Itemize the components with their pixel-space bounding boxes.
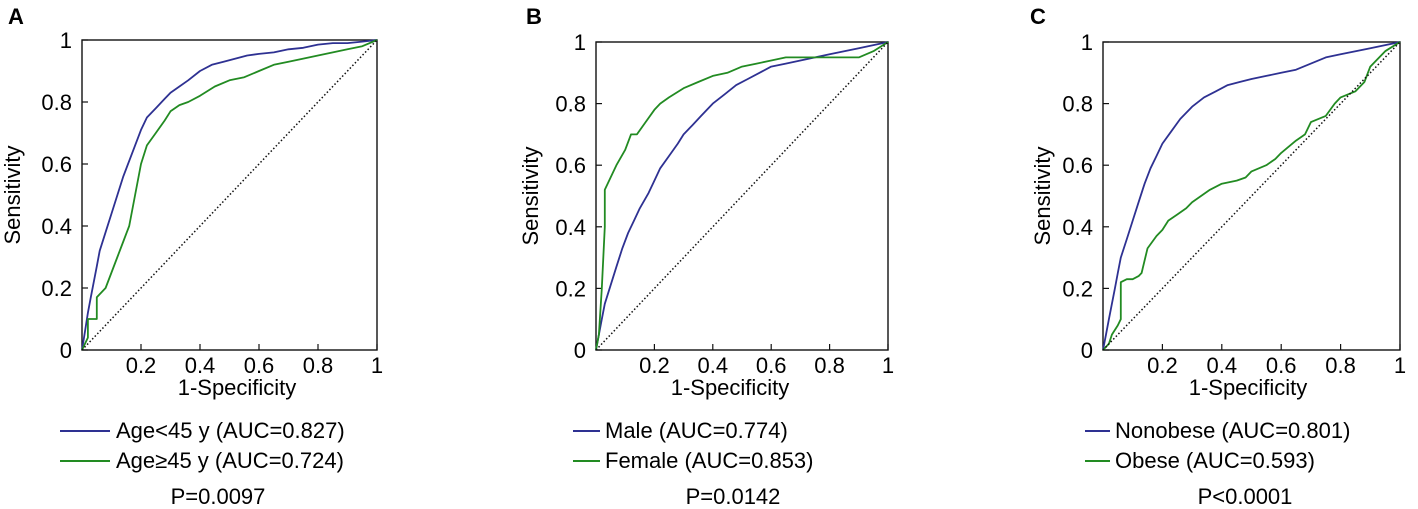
x-tick-label: 0.6	[756, 353, 787, 378]
chance-diagonal-line	[595, 41, 889, 351]
roc-panel-a: A 0 0.2 0.4 0.6 0.8 1 0.2 0.4 0.6 0.8 1 1-Specificit…	[0, 4, 383, 509]
plot-frame	[81, 39, 378, 351]
x-tick-label: 0.2	[639, 353, 670, 378]
chance-diagonal-line	[81, 39, 378, 351]
roc-panel-b: B 0 0.2 0.4 0.6 0.8 1 0.2 0.4 0.6 0.8 1 1-Specificit…	[518, 4, 894, 509]
x-tick-label: 0.2	[1147, 353, 1178, 378]
plot-frame	[595, 41, 889, 351]
legend-entry: Obese (AUC=0.593)	[1115, 448, 1315, 473]
y-tick-label: 0	[1081, 338, 1093, 363]
panel-label: A	[8, 4, 24, 29]
x-tick-label: 0.2	[126, 353, 157, 378]
roc-curve-series-1	[81, 39, 378, 351]
legend: Age<45 y (AUC=0.827) Age≥45 y (AUC=0.724)…	[60, 418, 345, 509]
legend-entry: Nonobese (AUC=0.801)	[1115, 418, 1350, 443]
legend-entry: Male (AUC=0.774)	[605, 418, 788, 443]
y-tick-label: 0.8	[1062, 92, 1093, 117]
y-tick-label: 0.4	[1062, 215, 1093, 240]
x-tick-label: 0.4	[1207, 353, 1238, 378]
panel-label: C	[1030, 4, 1046, 29]
x-tick-label: 0.6	[244, 353, 275, 378]
y-tick-label: 0.2	[555, 276, 586, 301]
x-tick-label: 0.6	[1266, 353, 1297, 378]
p-value-label: P<0.0001	[1198, 484, 1293, 509]
plot-frame	[1102, 41, 1401, 351]
x-tick-label: 0.8	[1325, 353, 1356, 378]
x-tick-label: 0.4	[698, 353, 729, 378]
y-tick-label: 0.6	[41, 152, 72, 177]
y-tick-label: 0.2	[41, 276, 72, 301]
legend: Nonobese (AUC=0.801) Obese (AUC=0.593) P<0…	[1085, 418, 1350, 509]
legend-entry: Female (AUC=0.853)	[605, 448, 813, 473]
panel-label: B	[526, 4, 542, 29]
y-tick-label: 0.8	[41, 90, 72, 115]
y-tick-label: 0.8	[555, 92, 586, 117]
x-tick-label: 0.8	[814, 353, 845, 378]
y-tick-label: 0.6	[555, 153, 586, 178]
chance-diagonal-line	[1102, 41, 1401, 351]
y-tick-label: 0	[60, 338, 72, 363]
x-axis-title: 1-Specificity	[671, 375, 790, 400]
x-tick-label: 0.8	[303, 353, 334, 378]
y-axis-title: Sensitivity	[1030, 146, 1055, 245]
x-tick-label: 1	[1394, 353, 1406, 378]
x-tick-label: 0.4	[185, 353, 216, 378]
legend-entry: Age<45 y (AUC=0.827)	[116, 418, 345, 443]
x-axis-title: 1-Specificity	[178, 375, 297, 400]
roc-panel-c: C 0 0.2 0.4 0.6 0.8 1 0.2 0.4 0.6 0.8 1 1-Specificit…	[1030, 4, 1406, 509]
y-axis-title: Sensitivity	[518, 146, 543, 245]
y-tick-label: 0.4	[555, 215, 586, 240]
legend: Male (AUC=0.774) Female (AUC=0.853) P=0.01…	[573, 418, 813, 509]
y-tick-label: 0.2	[1062, 276, 1093, 301]
y-tick-label: 0	[574, 338, 586, 363]
roc-curve-series-1	[1102, 41, 1401, 351]
p-value-label: P=0.0142	[686, 484, 781, 509]
y-tick-label: 1	[574, 30, 586, 55]
y-tick-label: 0.4	[41, 214, 72, 239]
x-tick-label: 1	[371, 353, 383, 378]
x-tick-label: 1	[882, 353, 894, 378]
y-tick-label: 1	[60, 28, 72, 53]
roc-curve-series-1	[595, 41, 889, 351]
x-axis-title: 1-Specificity	[1189, 375, 1308, 400]
y-tick-label: 0.6	[1062, 153, 1093, 178]
roc-curve-series-0	[1102, 41, 1401, 351]
y-tick-label: 1	[1081, 30, 1093, 55]
legend-entry: Age≥45 y (AUC=0.724)	[116, 448, 344, 473]
y-axis-title: Sensitivity	[0, 145, 25, 244]
p-value-label: P=0.0097	[171, 484, 266, 509]
roc-curve-series-0	[81, 39, 378, 351]
